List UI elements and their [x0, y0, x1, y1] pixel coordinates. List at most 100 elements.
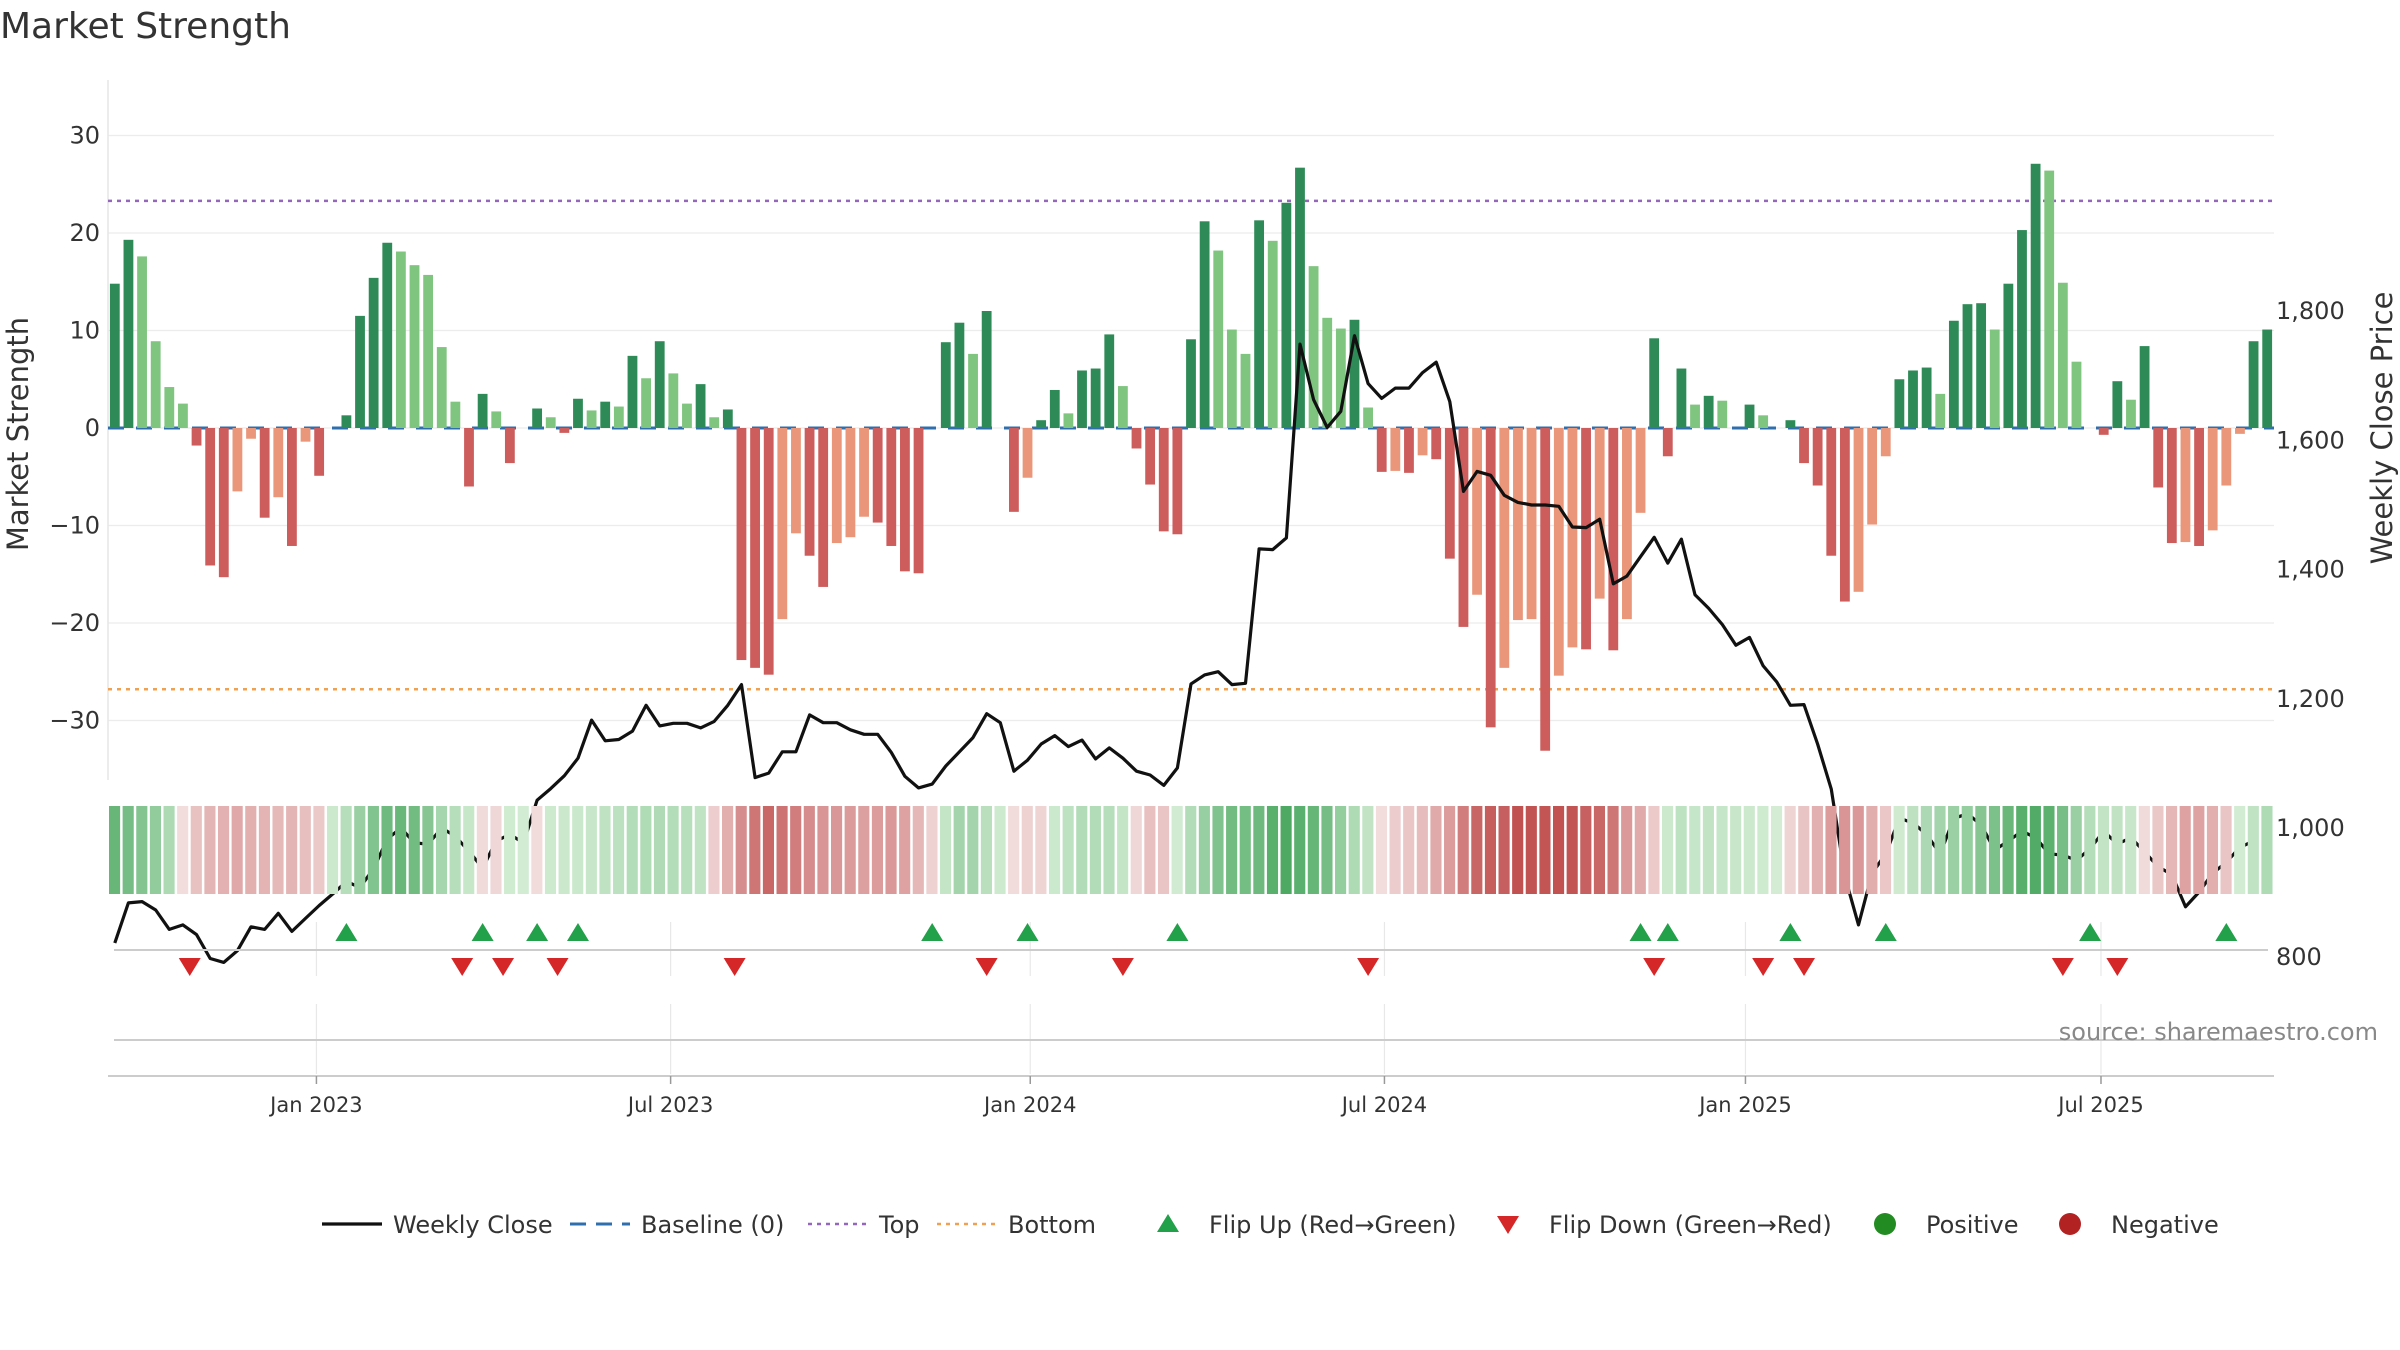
strength-bar: [1322, 317, 1333, 428]
heat-cell: [1062, 806, 1074, 894]
heat-cell: [939, 806, 952, 894]
legend-item: Bottom: [937, 1211, 1096, 1239]
heat-cell: [2016, 806, 2028, 894]
heat-cell: [735, 806, 747, 894]
heat-cell: [1266, 806, 1279, 894]
heat-cell: [1416, 806, 1428, 894]
x-tick-label: Jul 2025: [2056, 1093, 2143, 1117]
strength-bar: [2071, 361, 2082, 428]
strength-bar: [300, 428, 311, 442]
heat-cell: [2138, 806, 2150, 894]
heat-cell: [258, 806, 270, 894]
y-right-tick-label: 1,000: [2276, 814, 2345, 842]
heat-cell: [1144, 806, 1156, 894]
heat-cell: [340, 806, 352, 894]
heat-cell: [408, 806, 420, 894]
strength-bar: [1281, 202, 1292, 428]
heat-cell: [149, 806, 161, 894]
legend-item: Top: [808, 1211, 920, 1239]
strength-bar: [682, 403, 692, 428]
strength-bar: [1935, 393, 1946, 428]
strength-bar: [2098, 428, 2109, 435]
strength-bar: [695, 384, 706, 428]
heat-cell: [1648, 806, 1660, 894]
heat-cell: [1484, 806, 1497, 894]
strength-bar: [246, 428, 256, 439]
strength-bar: [191, 428, 202, 446]
heat-cell: [749, 806, 761, 894]
strength-bar: [1308, 266, 1319, 428]
strength-bar: [205, 428, 216, 566]
strength-bar: [1717, 400, 1728, 428]
legend-item: Flip Up (Red→Green): [1157, 1211, 1457, 1239]
heat-cell: [1280, 806, 1292, 894]
heat-cell: [2220, 806, 2232, 894]
heat-cell: [1021, 806, 1033, 894]
heat-cell: [1893, 806, 1905, 894]
heat-cell: [449, 806, 461, 894]
strength-bar: [395, 251, 406, 428]
legend-item: Negative: [2059, 1211, 2219, 1239]
heat-cell: [1757, 806, 1769, 894]
strength-bar: [1676, 368, 1687, 428]
heat-cell: [1198, 806, 1210, 894]
strength-bar: [1472, 428, 1482, 595]
heat-cell: [1171, 806, 1183, 894]
heat-cell: [980, 806, 992, 894]
heat-cell: [1117, 806, 1129, 894]
heat-cell: [1403, 806, 1415, 894]
strength-bar: [1172, 428, 1183, 535]
strength-bar: [123, 239, 134, 428]
heat-cell: [1089, 806, 1101, 894]
strength-bar: [913, 428, 924, 574]
flip-up-marker: [526, 923, 549, 941]
strength-bar: [1254, 220, 1265, 428]
heat-cell: [585, 806, 597, 894]
heat-cell: [1348, 806, 1360, 894]
heat-cell: [1512, 806, 1524, 894]
legend-swatch-circle: [2059, 1213, 2081, 1235]
strength-bar: [1363, 407, 1373, 428]
flip-down-marker: [1357, 958, 1380, 976]
strength-bar: [804, 428, 815, 556]
reference-lines: [108, 199, 2274, 691]
strength-bar: [668, 373, 679, 428]
lower-panel: [108, 1004, 2274, 1077]
strength-bar: [2180, 428, 2191, 543]
strength-bar: [355, 315, 365, 428]
heat-cell: [558, 806, 570, 894]
strength-bar: [573, 398, 583, 428]
strength-bar: [1758, 415, 1769, 428]
heat-cell: [1076, 806, 1088, 894]
heat-cell: [1008, 806, 1020, 894]
strength-bar: [423, 274, 434, 428]
strength-bar: [1908, 370, 1918, 428]
strength-bar: [232, 428, 243, 492]
strength-bar: [314, 428, 325, 476]
heat-cell: [204, 806, 216, 894]
strength-bar: [341, 415, 352, 428]
heat-cell: [1839, 806, 1851, 894]
heat-cell: [844, 806, 856, 894]
strength-bar: [1976, 303, 1987, 428]
heat-cell: [1920, 806, 1932, 894]
heat-cell: [2070, 806, 2082, 894]
heat-cell: [1907, 806, 1919, 894]
heat-cell: [2261, 806, 2273, 894]
strength-bar: [1799, 428, 1809, 464]
strength-bar: [900, 428, 910, 572]
heat-cell: [2166, 806, 2178, 894]
strength-bar: [491, 411, 502, 428]
heat-cell: [2152, 806, 2164, 894]
strength-bar: [137, 256, 147, 428]
legend-swatch-tri-down: [1497, 1216, 1519, 1234]
strength-bar: [368, 277, 379, 428]
heat-cell: [667, 806, 679, 894]
flip-down-marker: [451, 958, 474, 976]
heat-cell: [1498, 806, 1510, 894]
flip-up-marker: [1656, 923, 1679, 941]
strength-bar: [1117, 386, 1128, 428]
flip-down-marker: [2051, 958, 2074, 976]
heat-cell: [953, 806, 965, 894]
